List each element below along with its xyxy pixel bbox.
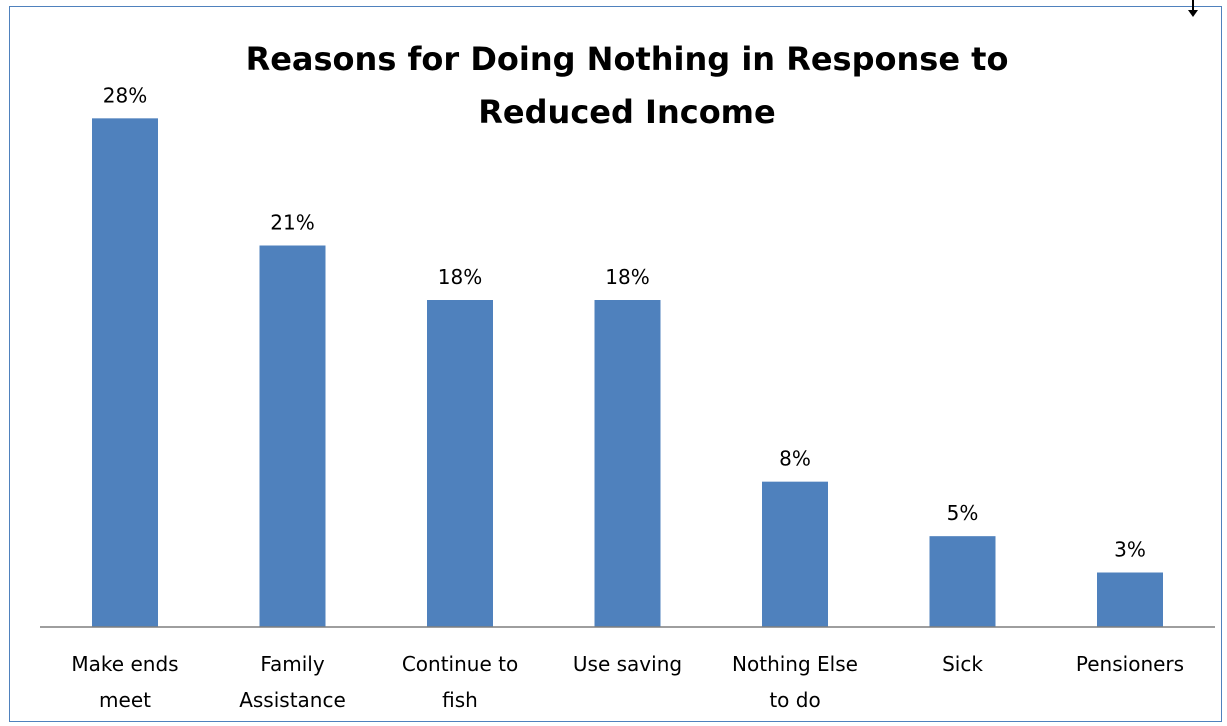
chart-title-line-1: Reasons for Doing Nothing in Response to: [246, 40, 1009, 78]
bar-4: [762, 481, 828, 627]
data-label-2: 18%: [438, 265, 482, 289]
data-label-3: 18%: [605, 265, 649, 289]
x-tick-label-4-line-0: Nothing Else: [732, 652, 858, 676]
x-tick-label-5-line-0: Sick: [942, 652, 983, 676]
x-tick-label-1-line-0: Family: [260, 652, 325, 676]
x-tick-label-0-line-1: meet: [99, 688, 151, 712]
x-tick-label-0-line-0: Make ends: [71, 652, 178, 676]
chart-title: Reasons for Doing Nothing in Response to…: [246, 40, 1009, 131]
x-tick-label-3-line-0: Use saving: [573, 652, 682, 676]
x-tick-label-2-line-1: fish: [442, 688, 478, 712]
data-label-6: 3%: [1114, 538, 1146, 562]
bar-1: [259, 245, 326, 627]
bar-2: [427, 300, 493, 627]
bar-6: [1097, 572, 1163, 627]
bar-5: [929, 536, 996, 627]
data-label-5: 5%: [947, 501, 979, 525]
bar-0: [92, 118, 158, 627]
corner-arrow-icon: [1188, 0, 1198, 17]
data-label-0: 28%: [103, 83, 147, 107]
chart-title-line-2: Reduced Income: [478, 93, 775, 131]
data-label-1: 21%: [270, 211, 314, 235]
bar-3: [594, 300, 661, 627]
tick-labels-group: Make ends meet Family Assistance Continue to…: [71, 652, 1184, 712]
bars-group: [92, 118, 1163, 627]
data-labels-group: 28% 21% 18% 18% 8% 5% 3%: [103, 83, 1146, 561]
x-tick-label-4-line-1: to do: [769, 688, 820, 712]
x-tick-label-6-line-0: Pensioners: [1076, 652, 1184, 676]
x-tick-label-1-line-1: Assistance: [239, 688, 346, 712]
data-label-4: 8%: [779, 447, 811, 471]
x-tick-label-2-line-0: Continue to: [402, 652, 518, 676]
